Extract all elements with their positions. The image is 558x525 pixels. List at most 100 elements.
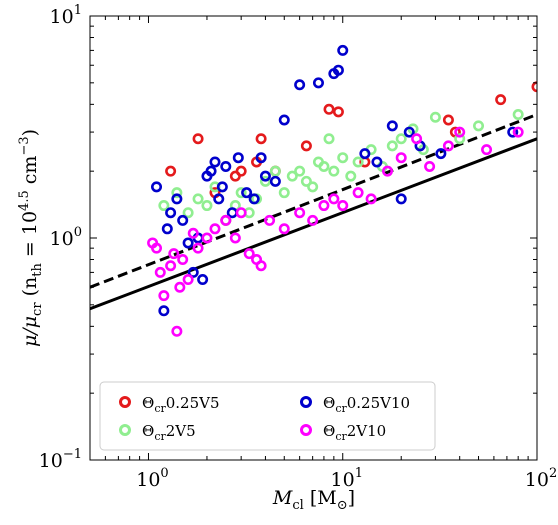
legend-marker-s1 [119, 424, 131, 436]
data-point-s1 [512, 109, 524, 121]
legend-marker-s2 [300, 396, 312, 408]
x-tick-label: 101 [331, 466, 363, 491]
data-point-s2 [386, 120, 398, 132]
x-tick-label: 100 [136, 466, 168, 491]
data-point-s2 [312, 77, 324, 89]
legend-marker-s0 [119, 396, 131, 408]
data-point-s1 [286, 170, 298, 182]
y-axis-label-sub2: th [30, 263, 45, 277]
legend-entry-s3: Θcr2V10 [323, 422, 386, 443]
data-point-s1 [171, 187, 183, 199]
legend-entry-s0: Θcr0.25V5 [142, 394, 220, 415]
data-point-s3 [442, 140, 454, 152]
data-point-s3 [235, 207, 247, 219]
data-point-s1 [278, 187, 290, 199]
legend-box [99, 381, 436, 451]
y-axis-label: μ/μcr (nth = 104.5 cm−3) [17, 129, 45, 347]
data-point-s1 [158, 200, 170, 212]
data-point-s3 [395, 152, 407, 164]
data-point-s2 [294, 79, 306, 91]
legend-entry-s1: Θcr2V5 [142, 422, 196, 443]
data-point-s3 [512, 126, 524, 138]
data-point-s2 [241, 187, 253, 199]
data-point-s2 [182, 237, 194, 249]
data-point-s1 [182, 207, 194, 219]
data-point-s3 [481, 144, 493, 156]
data-point-s2 [232, 152, 244, 164]
data-point-s3 [192, 242, 204, 254]
y-tick-label: 100 [50, 225, 82, 250]
data-point-s0 [323, 103, 335, 115]
data-point-s2 [337, 44, 349, 56]
x-axis-label-main: M [272, 487, 293, 509]
x-axis-label: Mcl [M⊙] [272, 487, 355, 513]
data-point-s3 [264, 214, 276, 226]
data-point-s3 [411, 133, 423, 145]
x-axis-label-close: ] [348, 487, 355, 509]
data-point-s2 [161, 223, 173, 235]
data-point-s1 [269, 165, 281, 177]
data-point-s0 [255, 133, 267, 145]
data-point-s3 [255, 260, 267, 272]
data-point-s1 [386, 140, 398, 152]
fit-lines [90, 113, 537, 311]
data-point-s3 [318, 200, 330, 212]
data-point-s3 [220, 214, 232, 226]
y-axis-label-sub: cr [30, 302, 45, 316]
y-axis-label-paren: (n [19, 277, 41, 303]
data-point-s3 [278, 223, 290, 235]
data-point-s2 [395, 193, 407, 205]
data-point-s1 [395, 133, 407, 145]
data-point-s2 [278, 114, 290, 126]
axis-ticks: 100 101 102 10−1 100 101 [39, 3, 558, 491]
data-point-s3 [177, 254, 189, 266]
data-point-s0 [235, 165, 247, 177]
data-point-s3 [182, 274, 194, 286]
data-point-s3 [454, 126, 466, 138]
data-point-s2 [177, 214, 189, 226]
data-point-s0 [192, 133, 204, 145]
y-axis-label-eq: = 10 [19, 211, 41, 263]
data-point-s3 [243, 248, 255, 260]
data-point-s1 [473, 120, 485, 132]
data-point-s3 [151, 242, 163, 254]
data-point-s3 [201, 232, 213, 244]
data-point-s2 [226, 207, 238, 219]
dashed-fit-line [90, 113, 537, 289]
data-point-s2 [220, 160, 232, 172]
x-axis-label-sub: cl [292, 498, 303, 513]
data-point-s2 [435, 148, 447, 160]
data-point-s3 [307, 214, 319, 226]
data-point-s2 [255, 152, 267, 164]
data-point-s1 [201, 200, 213, 212]
data-point-s1 [337, 152, 349, 164]
data-point-s1 [318, 160, 330, 172]
data-point-s0 [165, 165, 177, 177]
data-point-s2 [205, 165, 217, 177]
data-point-s1 [345, 170, 357, 182]
x-axis-label-tail-sub: ⊙ [337, 498, 348, 513]
data-point-s3 [365, 193, 377, 205]
data-point-s0 [442, 114, 454, 126]
data-point-s1 [259, 175, 271, 187]
data-point-s2 [165, 207, 177, 219]
data-point-s1 [352, 156, 364, 168]
data-point-s3 [382, 165, 394, 177]
y-axis-label-unit: cm [19, 156, 41, 191]
data-point-s0 [300, 140, 312, 152]
data-point-s3 [328, 193, 340, 205]
y-tick-label: 101 [50, 3, 82, 28]
data-point-s2 [371, 156, 383, 168]
data-point-s1 [307, 181, 319, 193]
data-point-s2 [259, 170, 271, 182]
legend: Θcr0.25V5 Θcr2V5 Θcr0.25V10 Θcr2V10 [99, 381, 436, 451]
data-point-s2 [359, 148, 371, 160]
data-point-s1 [192, 193, 204, 205]
data-point-s2 [403, 126, 415, 138]
data-point-s2 [197, 274, 209, 286]
data-point-s2 [216, 181, 228, 193]
data-point-s3 [294, 207, 306, 219]
y-tick-label: 10−1 [39, 447, 82, 472]
y-axis-label-sup: 4.5 [17, 190, 32, 211]
